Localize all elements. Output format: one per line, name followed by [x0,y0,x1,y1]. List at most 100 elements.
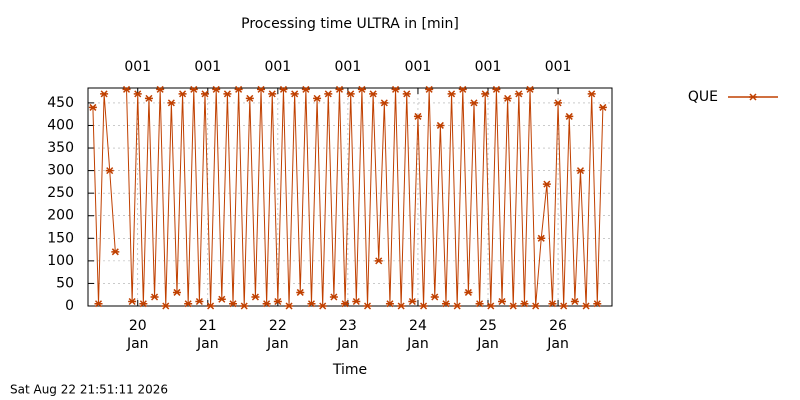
x-tick-label: 25 Jan [476,318,499,352]
point-marker [172,288,181,296]
x-tick-label: 26 Jan [546,318,569,352]
point-marker [178,90,187,98]
x2-tick-label: 001 [405,59,432,75]
point-marker [105,167,114,175]
y-tick-label: 150 [47,230,74,246]
point-marker [206,302,215,310]
point-marker [240,302,249,310]
x2-tick-label: 001 [475,59,502,75]
point-marker [234,85,243,93]
point-marker [273,297,282,306]
x2-tick-label: 001 [264,59,291,75]
x2-tick-label: 001 [335,59,362,75]
point-marker [391,85,400,93]
point-marker [195,297,204,306]
point-marker [425,85,434,93]
point-marker [296,288,305,296]
point-marker [212,85,221,93]
point-marker [587,90,596,98]
point-marker [520,300,529,308]
timestamp: Sat Aug 22 21:51:11 2026 [10,383,168,397]
point-marker [453,302,462,310]
y-tick-label: 300 [47,163,74,179]
point-marker [475,300,484,308]
point-marker [582,302,591,310]
point-marker [200,90,209,98]
point-marker [313,94,322,102]
point-marker [346,90,355,98]
point-marker [94,300,103,308]
point-marker [402,90,411,98]
x-tick-label: 22 Jan [266,318,289,352]
point-marker [413,112,422,120]
point-marker [329,293,338,301]
point-marker [189,85,198,93]
plot-frame [87,87,613,307]
point-marker [251,293,260,301]
point-marker [565,112,574,120]
point-marker [122,85,131,93]
point-marker [133,90,142,98]
point-marker [223,90,232,98]
point-marker [441,300,450,308]
point-marker [531,302,540,310]
x-tick-label: 20 Jan [126,318,149,352]
point-marker [503,94,512,102]
legend-label: QUE [688,89,718,105]
point-marker [257,85,266,93]
point-marker [464,288,473,296]
point-marker [100,90,109,98]
point-marker [352,297,361,306]
point-marker [357,85,366,93]
point-marker [318,302,327,310]
y-tick-label: 100 [47,253,74,269]
y-tick-label: 50 [56,275,74,291]
point-marker [324,90,333,98]
y-tick-label: 450 [47,95,74,111]
point-marker [111,248,120,256]
point-marker [492,85,501,93]
x-tick-label: 23 Jan [336,318,359,352]
point-marker [229,300,238,308]
x-tick-label: 24 Jan [406,318,429,352]
point-marker [576,167,585,175]
point-marker [430,293,439,301]
point-marker [419,302,428,310]
point-marker [150,293,159,301]
point-marker [184,300,193,308]
point-marker [245,94,254,102]
y-tick-label: 400 [47,117,74,133]
point-marker [559,302,568,310]
x-axis-label: Time [332,362,367,378]
point-marker [481,90,490,98]
point-marker [537,234,546,242]
point-marker [509,302,518,310]
point-marker [369,90,378,98]
point-marker [139,300,148,308]
legend-marker [749,93,757,101]
point-marker [290,90,299,98]
point-marker [542,180,551,188]
point-marker [514,90,523,98]
point-marker [335,85,344,93]
point-marker [262,300,271,308]
point-marker [554,99,563,107]
point-marker [156,85,165,93]
x2-tick-label: 001 [194,59,221,75]
point-marker [161,302,170,310]
point-marker [486,302,495,310]
chart-title: Processing time ULTRA in [min] [241,16,459,32]
y-tick-label: 350 [47,140,74,156]
point-marker [570,297,579,306]
point-marker [363,302,372,310]
y-tick-label: 0 [65,298,74,314]
point-marker [593,300,602,308]
point-marker [408,297,417,306]
point-marker [526,85,535,93]
point-marker [397,302,406,310]
point-marker [341,300,350,308]
point-marker [498,297,507,306]
x2-tick-label: 001 [545,59,572,75]
x2-tick-label: 001 [124,59,151,75]
